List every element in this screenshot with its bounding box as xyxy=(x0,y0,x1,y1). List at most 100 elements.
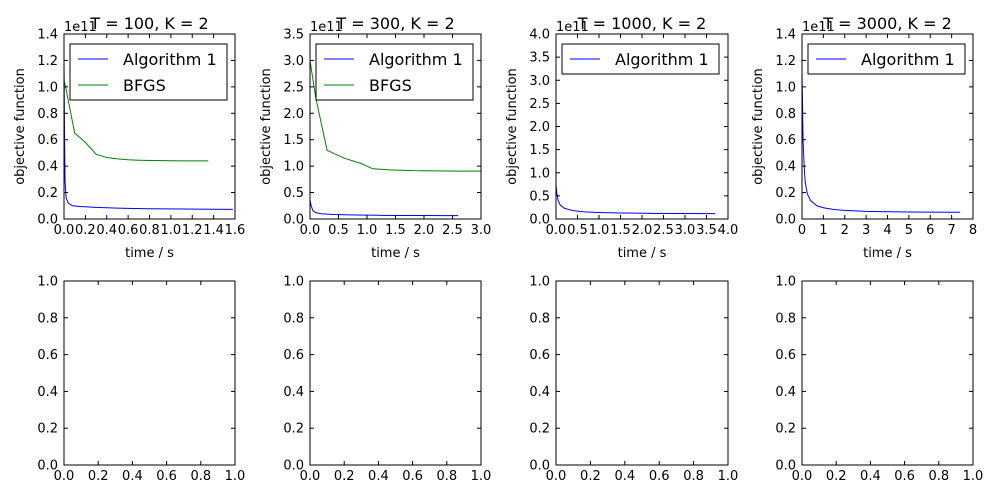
x-tick-label: 4 xyxy=(883,223,891,238)
y-tick-label: 2.0 xyxy=(283,107,304,122)
legend-box xyxy=(315,43,474,101)
x-tick-label: 0.4 xyxy=(122,469,143,484)
x-tick-label: 1.6 xyxy=(225,223,246,238)
x-tick-label: 3.5 xyxy=(696,223,717,238)
subplot-8: 0.0 0.2 0.4 0.6 0.8 1.0 0.0 0.2 0.4 0.6 0.8 1.0 xyxy=(775,275,983,485)
y-tick-label: 0.2 xyxy=(283,422,304,437)
y-tick-label: 2.0 xyxy=(529,120,550,135)
x-tick-label: 0.8 xyxy=(436,469,457,484)
y-tick-label: 0.6 xyxy=(283,348,304,363)
y-axis-label: objective function xyxy=(505,68,520,185)
x-tick-label: 1.5 xyxy=(385,223,406,238)
y-tick-label: 0.4 xyxy=(529,385,550,400)
y-tick-label: 3.0 xyxy=(529,74,550,89)
x-tick-label: 2.5 xyxy=(442,223,463,238)
x-tick-label: 0.0 xyxy=(54,469,75,484)
subplot-3: 0.0 0.5 1.0 1.5 2.0 2.5 3.0 3.5 4.00.00.51.01.52… xyxy=(505,14,738,261)
y-tick-label: 0.5 xyxy=(529,189,550,204)
series-line-algorithm-1 xyxy=(802,73,961,213)
y-tick-label: 3.5 xyxy=(283,28,304,43)
x-tick-label: 1 xyxy=(819,223,827,238)
legend-label: Algorithm 1 xyxy=(369,50,463,69)
axes-frame xyxy=(801,33,974,220)
y-tick-label: 0.8 xyxy=(283,311,304,326)
y-tick-label: 3.5 xyxy=(529,51,550,66)
y-tick-label: 0.8 xyxy=(529,311,550,326)
y-offset-label: 1e11 xyxy=(556,20,589,35)
x-tick-label: 0.6 xyxy=(649,469,670,484)
legend: Algorithm 1 xyxy=(807,43,966,75)
x-tick-label: 2.0 xyxy=(414,223,435,238)
y-axis-label: objective function xyxy=(259,68,274,185)
axes-frame xyxy=(801,280,974,466)
x-tick-label: 8 xyxy=(969,223,977,238)
y-tick-label: 0.4 xyxy=(775,385,796,400)
subplot-1: 0.0 0.2 0.4 0.6 0.8 1.0 1.2 1.4 1.60.00.20.40.60… xyxy=(13,14,245,261)
x-tick-label: 7 xyxy=(947,223,955,238)
x-tick-label: 0.0 xyxy=(792,469,813,484)
x-tick-label: 1.0 xyxy=(718,469,739,484)
x-tick-label: 0.5 xyxy=(567,223,588,238)
legend: Algorithm 1 BFGS xyxy=(69,43,228,101)
x-tick-label: 0.6 xyxy=(894,469,915,484)
x-tick-label: 0.0 xyxy=(546,223,567,238)
series-line-bfgs xyxy=(310,60,481,172)
y-tick-label: 0.0 xyxy=(529,213,550,228)
y-tick-label: 0.6 xyxy=(775,133,796,148)
y-tick-label: 0.0 xyxy=(283,213,304,228)
y-tick-label: 1.0 xyxy=(283,160,304,175)
x-tick-label: 1.0 xyxy=(161,223,182,238)
x-tick-label: 0.0 xyxy=(54,223,75,238)
y-tick-label: 1.0 xyxy=(37,275,58,290)
y-tick-label: 0.0 xyxy=(37,459,58,474)
y-tick-label: 0.2 xyxy=(529,422,550,437)
y-tick-label: 0.8 xyxy=(37,107,58,122)
subplot-title: T = 300, K = 2 xyxy=(335,14,454,33)
x-axis-label: time / s xyxy=(371,246,420,261)
x-axis-label: time / s xyxy=(618,246,667,261)
x-tick-label: 1.0 xyxy=(471,469,492,484)
x-tick-label: 2.0 xyxy=(632,223,653,238)
x-tick-label: 0.5 xyxy=(328,223,349,238)
x-tick-label: 0.2 xyxy=(826,469,847,484)
y-tick-label: 0.4 xyxy=(775,160,796,175)
x-tick-label: 0.2 xyxy=(580,469,601,484)
x-tick-label: 1.0 xyxy=(225,469,246,484)
x-tick-label: 2.5 xyxy=(653,223,674,238)
y-offset-label: 1e11 xyxy=(64,20,97,35)
y-tick-label: 3.0 xyxy=(283,54,304,69)
axes-frame xyxy=(63,33,236,220)
axes-frame xyxy=(63,280,236,466)
x-tick-label: 0.2 xyxy=(334,469,355,484)
axes-frame xyxy=(309,280,482,466)
y-tick-label: 0.0 xyxy=(283,459,304,474)
x-tick-label: 3.0 xyxy=(675,223,696,238)
y-tick-label: 0.2 xyxy=(775,186,796,201)
x-tick-label: 0.8 xyxy=(190,469,211,484)
x-tick-label: 0.4 xyxy=(860,469,881,484)
y-tick-label: 0.5 xyxy=(283,186,304,201)
subplot-title: T = 3000, K = 2 xyxy=(822,14,952,33)
x-tick-label: 0.0 xyxy=(300,469,321,484)
legend-box xyxy=(69,43,228,101)
x-axis-label: time / s xyxy=(863,246,912,261)
x-tick-label: 1.0 xyxy=(357,223,378,238)
x-tick-label: 0.0 xyxy=(546,469,567,484)
y-tick-label: 1.0 xyxy=(529,166,550,181)
y-tick-label: 2.5 xyxy=(283,80,304,95)
x-tick-label: 1.4 xyxy=(203,223,224,238)
x-tick-label: 3 xyxy=(862,223,870,238)
y-tick-label: 4.0 xyxy=(529,28,550,43)
subplot-7: 0.0 0.2 0.4 0.6 0.8 1.0 0.0 0.2 0.4 0.6 0.8 1.0 xyxy=(529,275,738,485)
x-tick-label: 1.5 xyxy=(610,223,631,238)
legend-label: BFGS xyxy=(369,76,412,95)
series-line-algorithm-1 xyxy=(310,199,459,217)
x-tick-label: 0.8 xyxy=(139,223,160,238)
x-tick-label: 1.2 xyxy=(182,223,203,238)
y-offset-label: 1e11 xyxy=(802,20,835,35)
subplot-6: 0.0 0.2 0.4 0.6 0.8 1.0 0.0 0.2 0.4 0.6 0.8 1.0 xyxy=(283,275,491,485)
subplot-title: T = 1000, K = 2 xyxy=(577,14,707,33)
x-tick-label: 1.0 xyxy=(589,223,610,238)
x-tick-label: 3.0 xyxy=(471,223,492,238)
